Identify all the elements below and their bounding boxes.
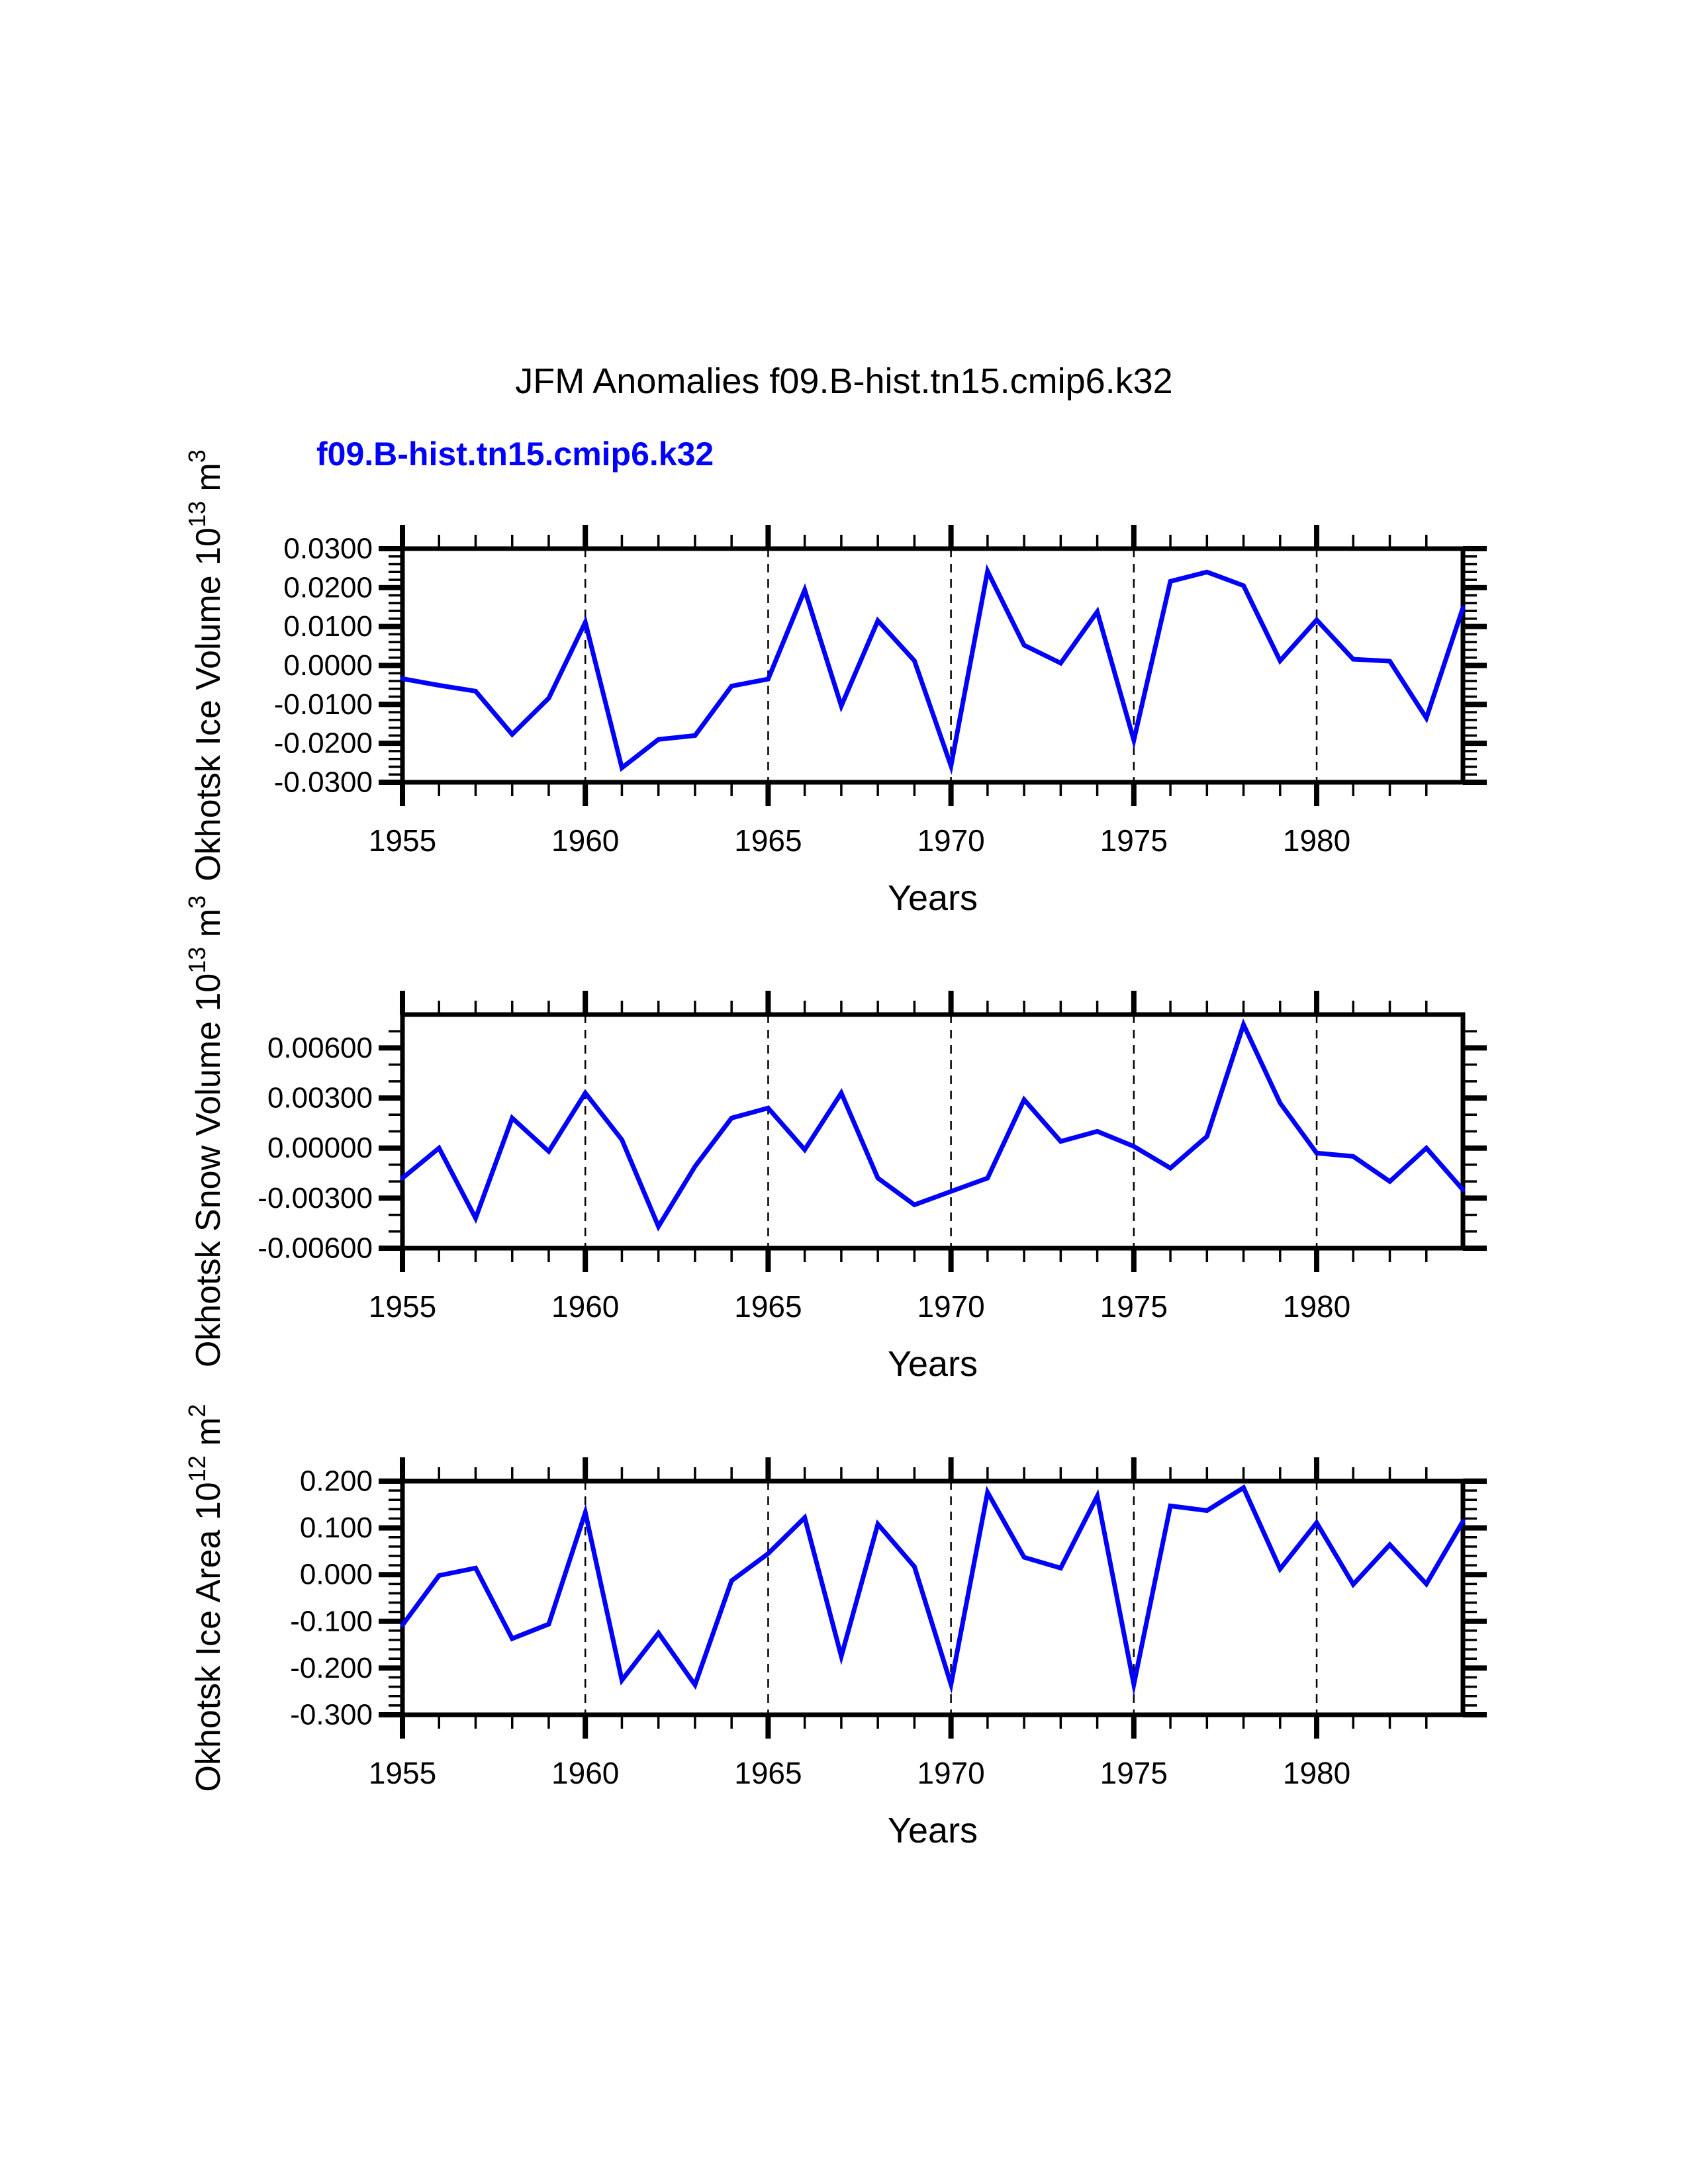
y-tick-label: 0.00000 xyxy=(267,1132,373,1164)
x-axis-ticks xyxy=(400,1457,1428,1739)
x-tick-label: 1975 xyxy=(1100,823,1168,858)
x-tick-label: 1980 xyxy=(1283,1289,1350,1324)
data-line xyxy=(400,1018,1466,1232)
x-axis-ticks xyxy=(400,991,1428,1272)
y-axis-title-text: m xyxy=(189,463,228,501)
y-tick-labels: -0.00600 -0.00300 0.00000 0.00300 0.00600 xyxy=(258,1032,373,1265)
y-tick-label: -0.0200 xyxy=(274,727,373,760)
x-tick-label: 1960 xyxy=(551,1289,619,1324)
y-axis-title-text: m xyxy=(189,1417,228,1455)
y-tick-label: -0.0300 xyxy=(274,766,373,799)
y-axis-title-sup: 13 xyxy=(183,947,211,974)
chart-okhotsk-ice-area: -0.300 -0.200 -0.100 0.000 0.100 0.200 1955 196… xyxy=(183,1404,1487,1850)
y-axis-title-text: Okhotsk Snow Volume 10 xyxy=(189,974,228,1367)
y-tick-label: 0.0300 xyxy=(283,533,373,565)
y-tick-label: 0.0200 xyxy=(283,571,373,604)
subtitle: f09.B-hist.tn15.cmip6.k32 xyxy=(316,435,714,473)
x-tick-label: 1960 xyxy=(551,1756,619,1790)
y-tick-label: -0.100 xyxy=(290,1605,373,1637)
y-tick-labels: -0.0300 -0.0200 -0.0100 0.0000 0.0100 0.0200 0… xyxy=(274,533,373,799)
y-axis-ticks xyxy=(379,1479,1487,1717)
y-axis-title-sup: 3 xyxy=(183,449,211,463)
y-axis-title-text: Okhotsk Ice Area 10 xyxy=(189,1482,228,1792)
y-axis-title: Okhotsk Ice Area 1012 m2 xyxy=(183,1404,228,1792)
y-tick-label: -0.200 xyxy=(290,1652,373,1684)
y-axis-title-sup: 12 xyxy=(183,1455,211,1482)
plot-border xyxy=(400,1012,1466,1251)
x-tick-label: 1970 xyxy=(917,823,984,858)
y-tick-label: 0.100 xyxy=(300,1512,373,1544)
x-tick-label: 1975 xyxy=(1100,1756,1168,1790)
x-tick-label: 1965 xyxy=(734,1756,802,1790)
y-axis-ticks xyxy=(379,1030,1487,1251)
y-tick-labels: -0.300 -0.200 -0.100 0.000 0.100 0.200 xyxy=(290,1465,373,1731)
y-tick-label: 0.0100 xyxy=(283,610,373,643)
x-tick-label: 1970 xyxy=(917,1756,984,1790)
chart-okhotsk-snow-volume: -0.00600 -0.00300 0.00000 0.00300 0.00600 195… xyxy=(183,895,1487,1384)
data-line xyxy=(400,564,1466,775)
y-tick-label: -0.300 xyxy=(290,1699,373,1731)
x-tick-label: 1975 xyxy=(1100,1289,1168,1324)
y-tick-label: -0.00300 xyxy=(258,1182,373,1214)
gridlines xyxy=(584,1015,1318,1248)
x-tick-label: 1955 xyxy=(369,1289,436,1324)
y-tick-label: 0.00600 xyxy=(267,1032,373,1064)
y-tick-label: 0.200 xyxy=(300,1465,373,1498)
y-axis-ticks xyxy=(379,546,1487,785)
y-axis-title: Okhotsk Ice Volume 1013 m3 xyxy=(183,449,228,882)
y-axis-title-sup: 2 xyxy=(183,1404,211,1417)
y-tick-label: 0.00300 xyxy=(267,1082,373,1115)
plot-border xyxy=(400,1479,1466,1717)
y-tick-label: 0.000 xyxy=(300,1559,373,1591)
x-tick-label: 1955 xyxy=(369,1756,436,1790)
x-axis-title: Years xyxy=(888,878,978,918)
x-tick-labels: 1955 1960 1965 1970 1975 1980 xyxy=(369,1756,1350,1790)
main-title: JFM Anomalies f09.B-hist.tn15.cmip6.k32 xyxy=(515,361,1173,401)
y-axis-title-text: Okhotsk Ice Volume 10 xyxy=(189,527,228,882)
chart-okhotsk-ice-volume: -0.0300 -0.0200 -0.0100 0.0000 0.0100 0.0200 0… xyxy=(183,449,1487,918)
y-axis-title-sup: 13 xyxy=(183,501,211,527)
x-tick-label: 1980 xyxy=(1283,823,1350,858)
x-tick-label: 1965 xyxy=(734,823,802,858)
y-tick-label: 0.0000 xyxy=(283,649,373,682)
y-axis-title-sup: 3 xyxy=(183,895,211,909)
y-tick-label: -0.0100 xyxy=(274,688,373,721)
gridlines xyxy=(584,549,1318,782)
data-line xyxy=(400,1484,1466,1697)
x-axis-title: Years xyxy=(888,1344,978,1384)
x-tick-label: 1980 xyxy=(1283,1756,1350,1790)
x-tick-label: 1955 xyxy=(369,823,436,858)
x-tick-labels: 1955 1960 1965 1970 1975 1980 xyxy=(369,1289,1350,1324)
x-axis-title: Years xyxy=(888,1811,978,1850)
x-tick-label: 1970 xyxy=(917,1289,984,1324)
x-tick-label: 1960 xyxy=(551,823,619,858)
y-tick-label: -0.00600 xyxy=(258,1232,373,1265)
y-axis-title: Okhotsk Snow Volume 1013 m3 xyxy=(183,895,228,1367)
x-tick-label: 1965 xyxy=(734,1289,802,1324)
plot-border xyxy=(400,546,1466,785)
x-tick-labels: 1955 1960 1965 1970 1975 1980 xyxy=(369,823,1350,858)
y-axis-title-text: m xyxy=(189,909,228,947)
